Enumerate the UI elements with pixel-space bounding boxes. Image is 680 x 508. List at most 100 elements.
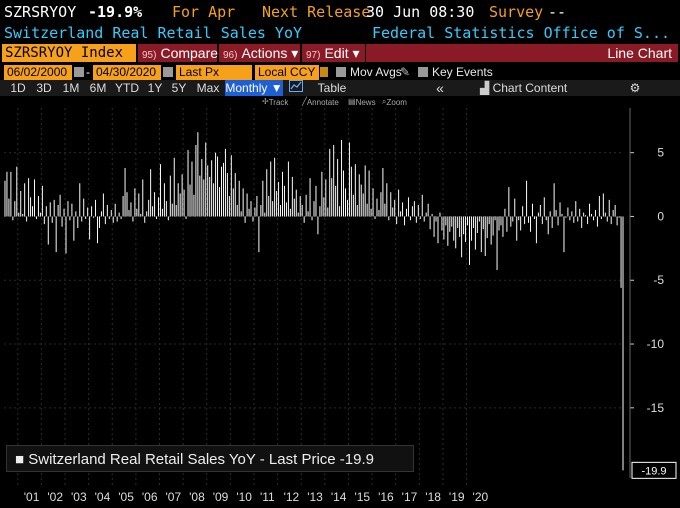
x-tick-label: '03 — [71, 490, 87, 504]
bar — [348, 142, 350, 217]
bar — [429, 216, 431, 230]
x-tick-label: '11 — [259, 490, 275, 504]
bar — [390, 192, 392, 217]
bar — [614, 204, 616, 217]
bar — [234, 173, 236, 217]
index-field[interactable]: SZRSRYOY Index — [2, 44, 136, 62]
x-tick-label: '17 — [401, 490, 418, 504]
bar — [443, 216, 445, 240]
key-events-checkbox[interactable] — [418, 67, 428, 77]
frequency-select[interactable]: Monthly ▼ — [225, 80, 283, 96]
bar — [559, 202, 561, 217]
bar — [173, 157, 175, 217]
bar — [451, 216, 453, 227]
gear-icon[interactable]: ⚙ — [629, 81, 641, 95]
last-value-tag: -19.9 — [631, 461, 677, 479]
bar — [543, 197, 545, 217]
bar — [415, 216, 417, 223]
bar — [398, 189, 400, 217]
change-value: -19.9% — [88, 3, 143, 21]
bar — [313, 201, 315, 217]
mov-avgs-checkbox[interactable] — [336, 67, 346, 77]
start-date-field[interactable]: 06/02/2000 — [4, 65, 72, 80]
zoom-tool[interactable]: ⌕ Zoom — [382, 97, 407, 107]
bar — [594, 210, 596, 217]
pencil-icon[interactable]: ✎ — [400, 65, 411, 79]
bar — [104, 216, 106, 225]
bar — [406, 208, 407, 217]
bar — [596, 216, 598, 227]
currency-select[interactable]: Local CCY — [255, 65, 319, 80]
bar — [128, 210, 130, 217]
bar — [465, 216, 467, 242]
bar — [85, 216, 87, 219]
bar — [118, 212, 120, 217]
bar — [600, 216, 602, 219]
bar — [587, 216, 589, 225]
bar — [102, 193, 104, 217]
track-tool[interactable]: ✢ Track — [262, 97, 289, 107]
bar — [352, 194, 354, 217]
bar — [382, 167, 384, 217]
chart-type-button[interactable]: Line Chart — [420, 44, 678, 62]
period-1d[interactable]: 1D — [10, 81, 26, 95]
bar — [138, 193, 140, 217]
bar — [217, 156, 219, 217]
bar — [482, 216, 484, 230]
bar — [585, 215, 587, 217]
period-5y[interactable]: 5Y — [171, 81, 187, 95]
period-6m[interactable]: 6M — [89, 81, 107, 95]
x-tick-label: '12 — [283, 490, 300, 504]
bar — [445, 216, 447, 226]
period-ytd[interactable]: YTD — [115, 81, 139, 95]
calendar-icon[interactable] — [74, 67, 84, 77]
bar — [93, 216, 95, 218]
actions-button[interactable]: 96) Actions ▾ — [218, 44, 300, 62]
chart-content-button[interactable]: ▟ Chart Content — [480, 80, 590, 96]
bar — [278, 182, 280, 217]
news-tool[interactable]: ▤ News — [348, 97, 376, 107]
bar — [215, 152, 217, 217]
bar — [120, 216, 122, 219]
bar — [295, 189, 297, 217]
bar — [400, 211, 402, 217]
bar-chart[interactable]: 5 0 -5 -10 -15 -19.9 — [0, 108, 680, 488]
bar — [39, 212, 41, 217]
bar — [331, 178, 333, 217]
collapse-icon[interactable]: « — [436, 80, 444, 96]
compare-button[interactable]: 95) Compare — [137, 44, 218, 62]
x-tick-label: '01 — [23, 490, 40, 504]
dropdown-arrow-icon[interactable] — [320, 67, 328, 77]
edit-button[interactable]: 97) Edit ▾ — [301, 44, 365, 62]
bar — [301, 204, 303, 217]
bar — [591, 213, 593, 217]
period-1m[interactable]: 1M — [62, 81, 80, 95]
bar — [547, 216, 549, 235]
period-3d[interactable]: 3D — [36, 81, 52, 95]
bar — [91, 206, 93, 217]
bar — [134, 188, 136, 217]
bar — [535, 216, 537, 244]
bar — [409, 216, 411, 221]
period-bar: 1D 3D 1M 6M YTD 1Y 5Y Max Monthly ▼ Tabl… — [0, 80, 680, 96]
bar — [333, 145, 335, 217]
price-field-select[interactable]: Last Px — [176, 65, 252, 80]
period-max[interactable]: Max — [196, 81, 220, 95]
bar — [57, 204, 59, 217]
bar — [285, 202, 287, 217]
annotate-tool[interactable]: ╱ Annotate — [302, 97, 339, 107]
bar — [276, 190, 278, 217]
bar — [283, 185, 285, 217]
bar — [49, 202, 51, 217]
x-tick-label: '05 — [118, 490, 134, 504]
y-tick-label: 0 — [657, 209, 664, 223]
bar — [252, 216, 254, 222]
bar — [69, 216, 71, 221]
bar — [179, 193, 181, 217]
table-button[interactable]: Table — [317, 81, 347, 95]
end-date-field[interactable]: 04/30/2020 — [93, 65, 161, 80]
bar — [394, 199, 396, 217]
line-chart-icon[interactable] — [286, 80, 306, 96]
period-1y[interactable]: 1Y — [147, 81, 163, 95]
calendar-icon[interactable] — [163, 67, 173, 77]
